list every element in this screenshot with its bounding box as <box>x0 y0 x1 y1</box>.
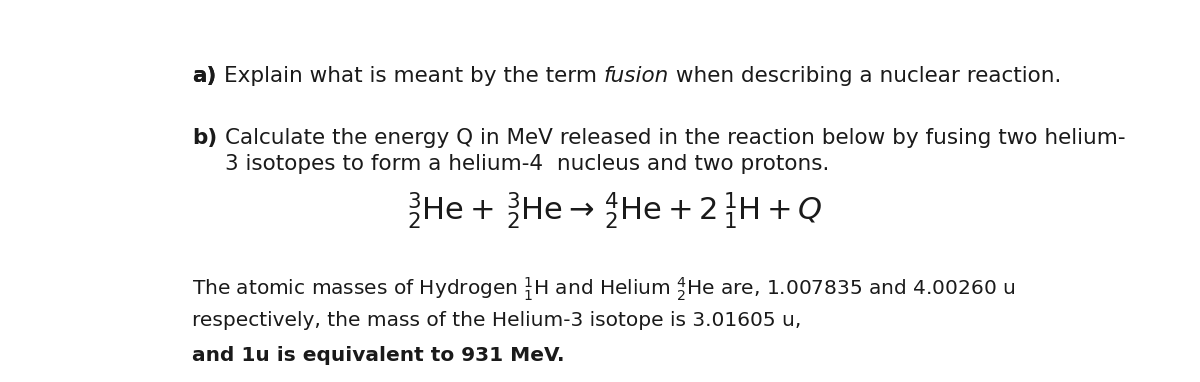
Text: Explain what is meant by the term: Explain what is meant by the term <box>223 66 604 86</box>
Text: $^{3}_{2}\mathrm{He} + \,^{3}_{2}\mathrm{He} \rightarrow\,^{4}_{2}\mathrm{He} + : $^{3}_{2}\mathrm{He} + \,^{3}_{2}\mathrm… <box>407 190 823 231</box>
Text: a): a) <box>192 66 216 86</box>
Text: fusion: fusion <box>604 66 668 86</box>
Text: Calculate the energy Q in MeV released in the reaction below by fusing two heliu: Calculate the energy Q in MeV released i… <box>224 128 1126 174</box>
Text: The atomic masses of Hydrogen $^{1}_{1}\mathrm{H}$ and Helium $^{4}_{2}\mathrm{H: The atomic masses of Hydrogen $^{1}_{1}\… <box>192 275 1015 303</box>
Text: b): b) <box>192 128 217 148</box>
Text: and 1u is equivalent to 931 MeV.: and 1u is equivalent to 931 MeV. <box>192 346 564 365</box>
Text: respectively, the mass of the Helium-3 isotope is 3.01605 u,: respectively, the mass of the Helium-3 i… <box>192 311 802 330</box>
Text: when describing a nuclear reaction.: when describing a nuclear reaction. <box>668 66 1061 86</box>
Text: a): a) <box>192 66 216 86</box>
